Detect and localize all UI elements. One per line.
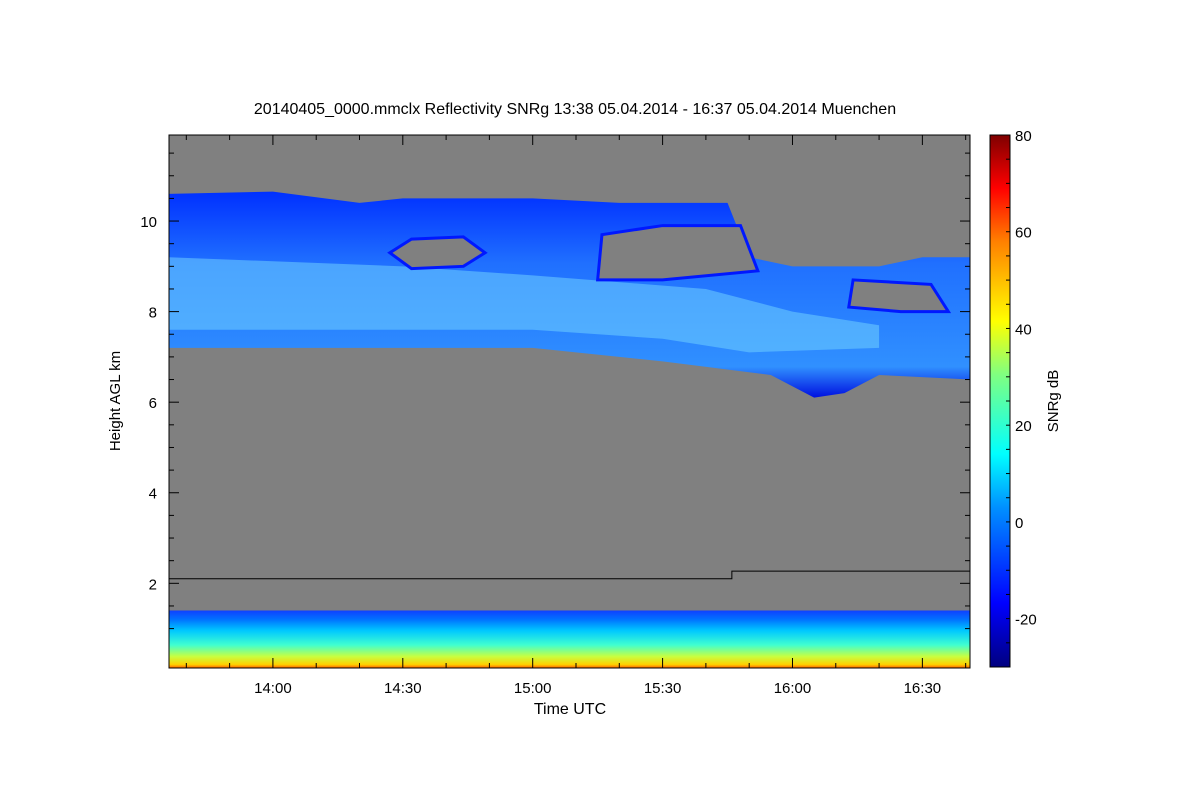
- y-tick-label: 6: [149, 395, 157, 412]
- cloud-gap-2: [847, 278, 952, 314]
- y-axis-label: Height AGL km: [107, 351, 124, 451]
- plot-area: [168, 134, 971, 669]
- cloud-gap-0: [387, 235, 488, 271]
- x-tick-label: 15:30: [644, 680, 682, 697]
- x-tick-label: 16:30: [904, 680, 942, 697]
- x-tick-label: 15:00: [514, 680, 552, 697]
- x-tick-label: 14:30: [384, 680, 422, 697]
- colorbar-tick-label: 40: [1015, 321, 1032, 338]
- boundary-line: [169, 570, 970, 580]
- cloud-gap-1: [595, 224, 760, 282]
- colorbar-tick-label: 20: [1015, 418, 1032, 435]
- ground-clutter: [169, 610, 970, 668]
- colorbar-tick-label: 80: [1015, 128, 1032, 145]
- colorbar-tick-label: -20: [1015, 612, 1037, 629]
- plot-frame: [168, 134, 971, 669]
- y-tick-label: 8: [149, 305, 157, 322]
- y-tick-label: 2: [149, 576, 157, 593]
- colorbar-tick-label: 0: [1015, 515, 1023, 532]
- y-tick-label: 4: [149, 486, 157, 503]
- y-tick-label: 10: [140, 214, 157, 231]
- cloud-core: [169, 257, 880, 353]
- x-tick-label: 16:00: [774, 680, 812, 697]
- colorbar-label: SNRg dB: [1045, 370, 1062, 433]
- x-tick-label: 14:00: [254, 680, 292, 697]
- x-axis-label: Time UTC: [534, 701, 606, 718]
- chart-title: 20140405_0000.mmclx Reflectivity SNRg 13…: [254, 101, 896, 118]
- colorbar-tick-label: 60: [1015, 225, 1032, 242]
